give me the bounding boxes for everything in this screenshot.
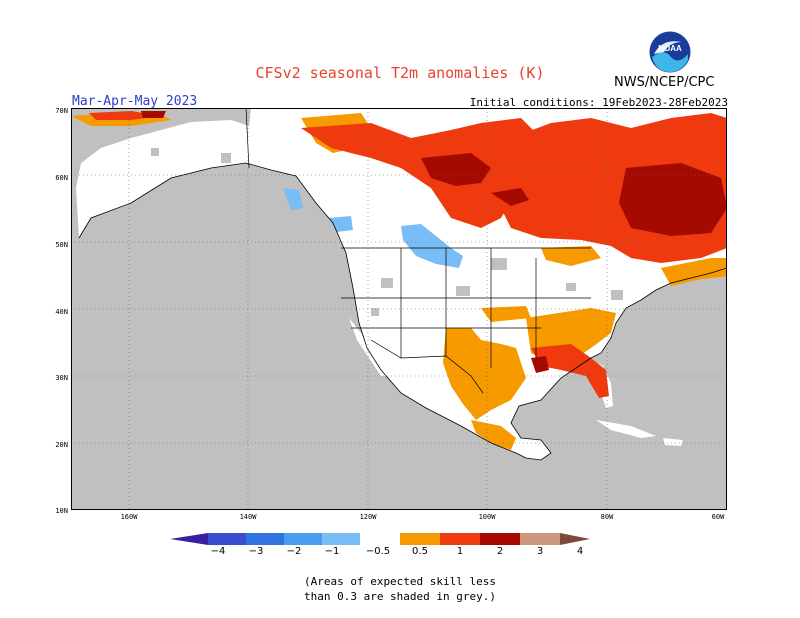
lat-label: 50N [55,241,68,249]
colorbar-label: −3 [248,546,264,557]
lat-label: 60N [55,174,68,182]
colorbar-segment [246,533,284,545]
baja [349,318,389,376]
lon-label: 80W [600,513,614,521]
colorbar-arrow-left [170,533,208,545]
coastline [78,162,727,461]
initial-conditions: Initial conditions: 19Feb2023-28Feb2023 [469,96,728,109]
low-skill-areas [151,148,623,470]
colorbar-label: 2 [496,546,504,557]
lon-label: 140W [239,513,257,521]
colorbar-label: −2 [286,546,302,557]
anomaly-map [71,108,727,510]
boundaries [245,108,591,394]
colorbar-segment [322,533,360,545]
colorbar-arrow-right [560,533,590,545]
footnote-line: than 0.3 are shaded in grey.) [303,590,497,603]
logo-text: NOAA [658,44,682,53]
noaa-logo: NOAA [648,30,692,74]
colorbar-segment [480,533,520,545]
colorbar [170,533,590,545]
colorbar-label: 4 [576,546,584,557]
lon-label: 60W [711,513,725,521]
colorbar-segment [208,533,246,545]
lon-label: 100W [478,513,496,521]
agency-label: NWS/NCEP/CPC [614,75,715,90]
lat-label: 20N [55,441,68,449]
colorbar-label: 0.5 [412,546,428,557]
gridlines [71,108,727,510]
map-frame [71,108,727,510]
chart-title: CFSv2 seasonal T2m anomalies (K) [255,64,545,82]
lat-label: 70N [55,107,68,115]
lon-label: 160W [120,513,138,521]
colorbar-segment [440,533,480,545]
colorbar-segment [520,533,560,545]
colorbar-label: −0.5 [365,546,391,557]
lon-label: 120W [359,513,377,521]
colorbar-segment [284,533,322,545]
colorbar-segment [400,533,440,545]
forecast-period: Mar-Apr-May 2023 [72,94,198,109]
anomaly-darkred [141,111,727,373]
lat-label: 30N [55,374,68,382]
hispaniola [663,438,683,446]
colorbar-label: 3 [536,546,544,557]
colorbar-label: −4 [210,546,226,557]
colorbar-label: −1 [324,546,340,557]
footnote: (Areas of expected skill less than 0.3 a… [0,574,800,604]
footnote-line: (Areas of expected skill less [303,575,497,588]
colorbar-segment [360,533,400,545]
colorbar-label: 1 [456,546,464,557]
cuba [596,420,656,438]
lat-label: 40N [55,308,68,316]
lat-label: 10N [55,507,68,515]
